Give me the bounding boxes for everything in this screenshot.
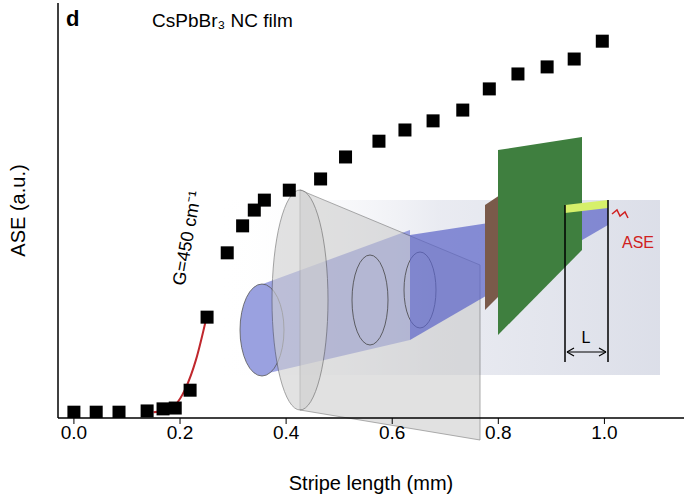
svg-text:0.2: 0.2 [167,422,193,443]
svg-text:0.8: 0.8 [485,422,511,443]
svg-text:0.0: 0.0 [61,422,87,443]
html-text:d: d [66,6,80,31]
svg-text:0.6: 0.6 [379,422,405,443]
html-text:CsPbBr₃ NC film: CsPbBr₃ NC film [152,10,293,31]
svg-text:0.4: 0.4 [273,422,300,443]
svg-text:ASE: ASE [622,234,654,251]
html-text:G=450 cm⁻¹: G=450 cm⁻¹ [168,189,206,287]
svg-text:L: L [582,329,591,346]
svg-text:ASE (a.u.): ASE (a.u.) [7,164,29,256]
svg-text:1.0: 1.0 [591,422,617,443]
svg-text:Stripe length (mm): Stripe length (mm) [289,472,454,494]
